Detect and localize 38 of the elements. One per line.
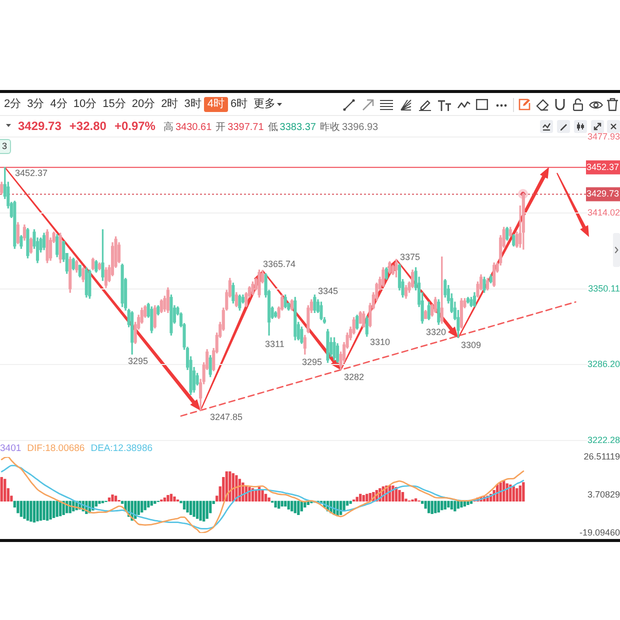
annotation: 3320: [426, 327, 446, 337]
text: 2时: [160, 97, 180, 112]
text: 3时: [183, 97, 202, 112]
text: 2分: [3, 97, 22, 112]
text: 4分: [49, 97, 68, 112]
text: 6时: [230, 97, 249, 112]
text: DEA:12.38986: [90, 443, 153, 454]
y-tick-label: 3350.11: [588, 283, 620, 294]
annotation: 3345: [318, 286, 338, 296]
text: 更多: [252, 97, 277, 112]
ref-line-label: 3429.73: [586, 188, 619, 199]
y-tick-label: -19.09460: [579, 527, 620, 538]
y-tick-label: 3.70829: [587, 489, 620, 500]
y-tick-label: 3222.28: [587, 435, 620, 446]
annotation: 3: [0, 139, 12, 154]
text: 10分: [72, 97, 98, 112]
text: 20分: [130, 97, 156, 112]
text: 4时: [204, 97, 228, 112]
annotation: 3309: [461, 340, 482, 350]
annotation: 3452.37: [15, 168, 48, 178]
annotation: 3282: [344, 372, 364, 382]
y-tick-label: 3414.02: [587, 207, 620, 218]
text: 15分: [102, 97, 127, 112]
text: 3分: [26, 97, 46, 112]
annotation: 3365.74: [263, 259, 296, 269]
annotation: 3295: [128, 356, 148, 366]
y-tick-label: 3477.93: [587, 131, 620, 142]
annotation: 3247.85: [210, 412, 243, 422]
text: 3429.73 +32.80 +0.97% 高 3430.61 开 3397.71 低 3383.37 昨收 3396.93: [18, 119, 378, 133]
annotation: 3310: [370, 337, 390, 347]
y-tick-label: 3286.20: [587, 359, 620, 370]
ref-line-label: 3452.37: [586, 162, 619, 172]
annotation: 3375: [400, 252, 420, 262]
annotation: 3311: [265, 339, 284, 349]
text: 3401: [0, 443, 22, 454]
y-tick-label: 26.51119: [584, 451, 620, 462]
series-label: DIF:18.00686: [27, 443, 85, 454]
annotation: 3295: [302, 357, 322, 367]
